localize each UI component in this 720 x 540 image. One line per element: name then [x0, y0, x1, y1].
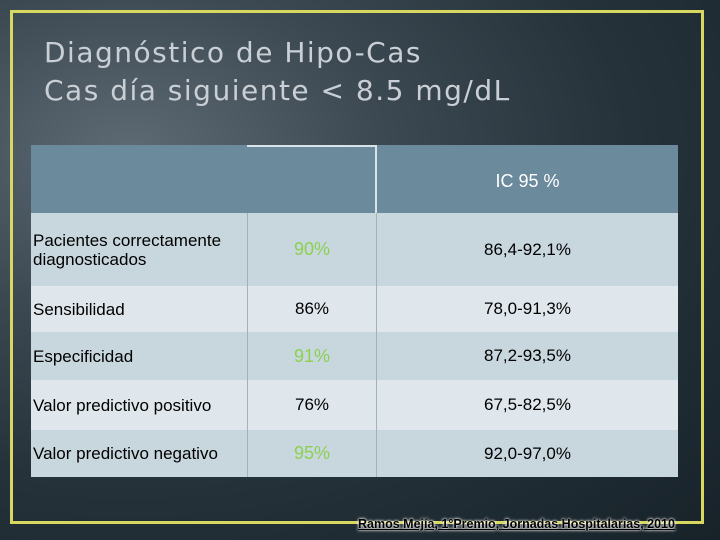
header-ci-cell: IC 95 %: [377, 145, 678, 213]
row-value: 91%: [247, 332, 377, 380]
slide-frame: [10, 10, 704, 524]
row-ci: 78,0-91,3%: [484, 299, 571, 318]
row-label: Valor predictivo negativo: [33, 444, 218, 463]
row-label: Valor predictivo positivo: [33, 395, 212, 415]
row-value: 95%: [247, 430, 377, 477]
title-line-2: Cas día siguiente < 8.5 mg/dL: [44, 74, 511, 107]
row-label: Especificidad: [33, 346, 134, 366]
table-row: Valor predictivo positivo 76% 67,5-82,5%: [31, 380, 678, 430]
row-ci: 87,2-93,5%: [484, 346, 571, 365]
results-table: IC 95 % Pacientes correctamente diagnost…: [31, 145, 678, 477]
credit-note: Ramos Mejía, 1°Premio, Jornadas Hospital…: [358, 517, 675, 531]
row-label: Sensibilidad: [33, 299, 125, 319]
row-ci: 67,5-82,5%: [484, 395, 571, 414]
header-value-cell: [247, 145, 377, 213]
table-row: Sensibilidad 86% 78,0-91,3%: [31, 286, 678, 332]
title-line-1: Diagnóstico de Hipo-Cas: [44, 36, 422, 69]
table-row: Pacientes correctamente diagnosticados 9…: [31, 213, 678, 286]
row-label: Pacientes correctamente diagnosticados: [33, 230, 222, 269]
table-row: Valor predictivo negativo 95% 92,0-97,0%: [31, 430, 678, 477]
table-row: Especificidad 91% 87,2-93,5%: [31, 332, 678, 380]
row-value: 90%: [247, 213, 377, 286]
row-value: 86%: [247, 286, 377, 332]
row-value: 76%: [247, 380, 377, 430]
row-ci: 92,0-97,0%: [484, 443, 571, 463]
row-ci: 86,4-92,1%: [484, 239, 571, 259]
slide-title: Diagnóstico de Hipo-Cas Cas día siguient…: [44, 34, 511, 110]
